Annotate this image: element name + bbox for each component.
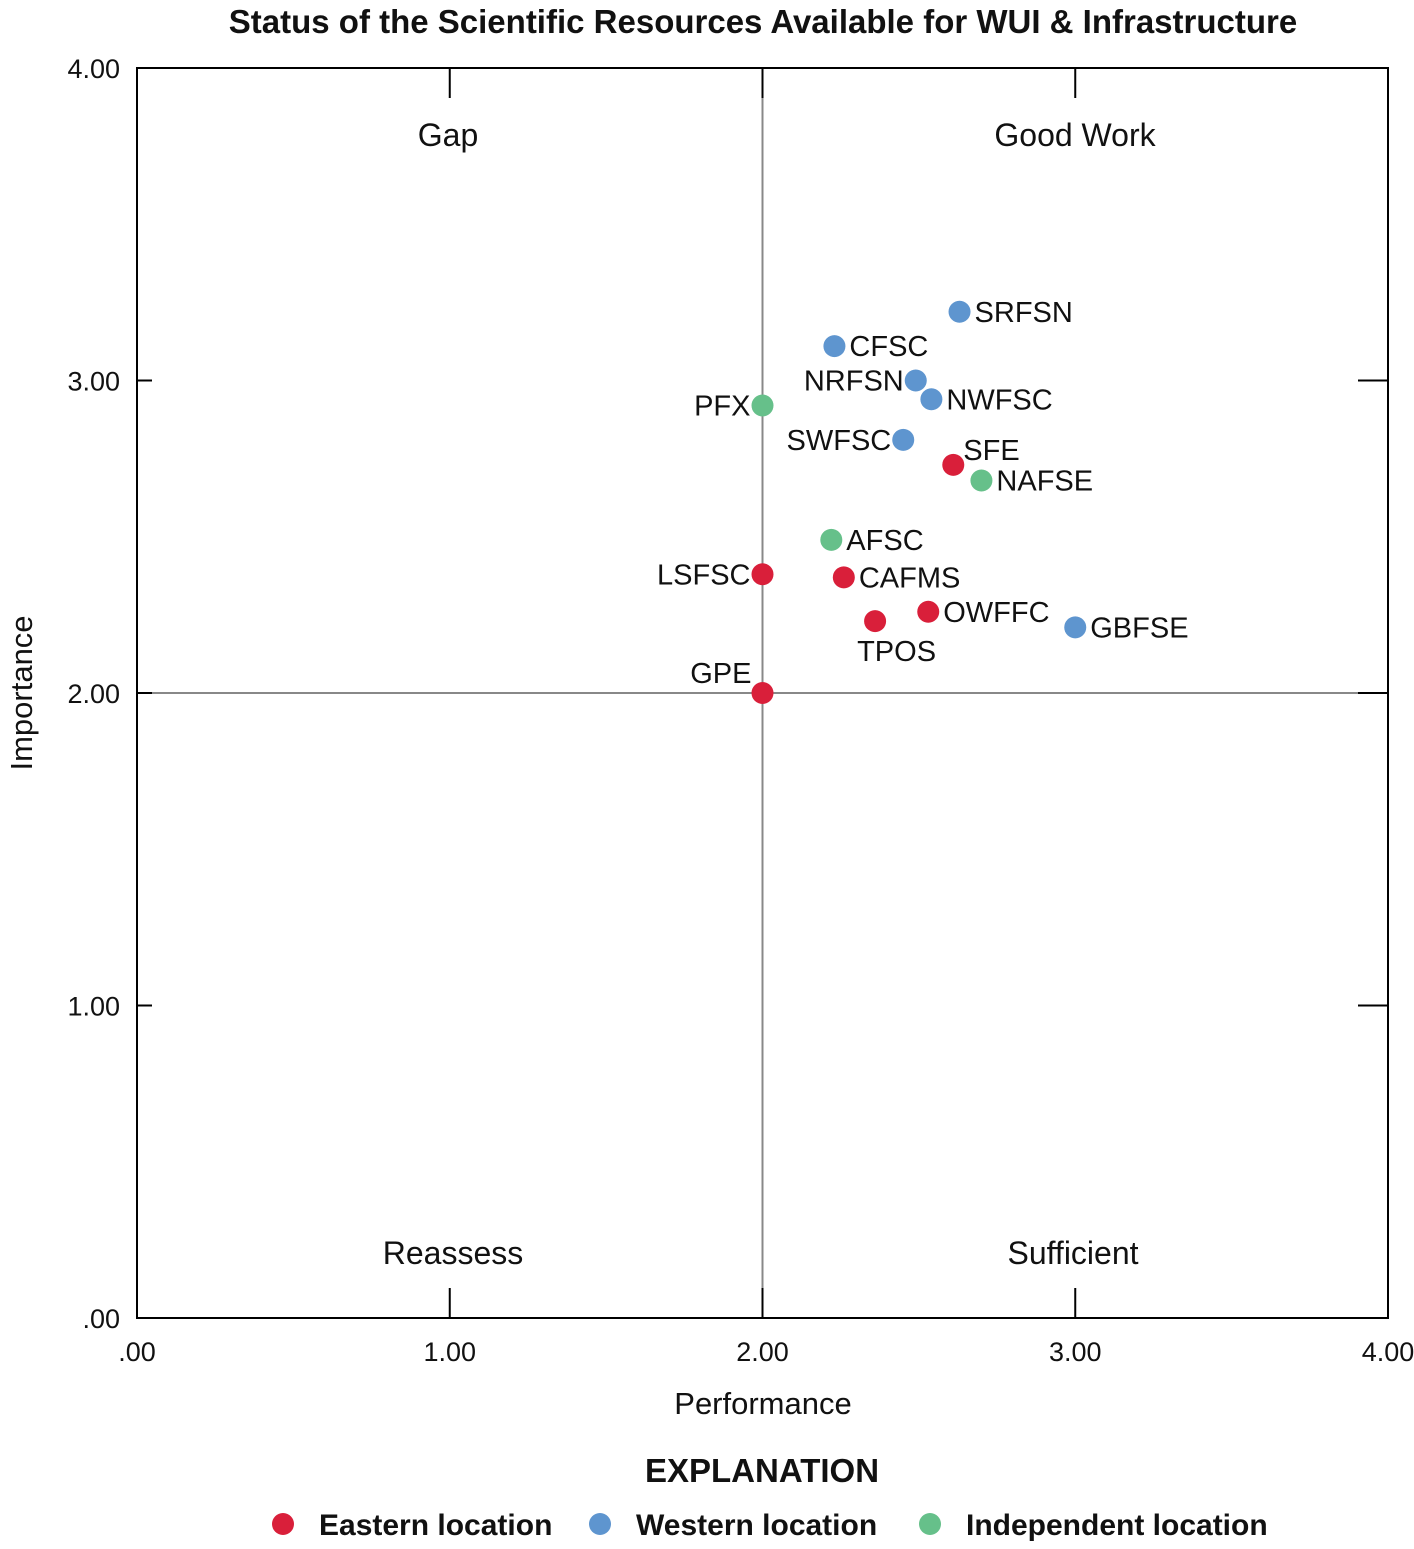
data-point-pfx	[751, 394, 774, 417]
data-label-srfsn: SRFSN	[975, 297, 1073, 329]
x-tick-label: 4.00	[1362, 1337, 1414, 1367]
quadrant-label-good-work: Good Work	[994, 117, 1156, 153]
y-axis-label: Importance	[4, 615, 39, 770]
data-point-gpe	[751, 682, 774, 704]
data-point-tpos	[864, 610, 887, 633]
data-label-afsc: AFSC	[846, 525, 923, 557]
x-tick-label: 3.00	[1049, 1337, 1102, 1367]
x-axis-label: Performance	[674, 1386, 851, 1421]
data-point-cfsc	[823, 335, 846, 358]
y-tick-label: 3.00	[67, 367, 120, 397]
data-point-gbfse	[1064, 616, 1087, 639]
data-label-cafms: CAFMS	[859, 562, 961, 594]
legend-marker	[272, 1513, 294, 1535]
data-point-lsfsc	[751, 563, 774, 586]
legend-marker	[589, 1513, 611, 1535]
data-label-gpe: GPE	[690, 658, 751, 690]
data-point-srfsn	[948, 300, 971, 323]
data-point-owffc	[917, 600, 940, 623]
data-point-afsc	[820, 528, 843, 551]
data-label-lsfsc: LSFSC	[657, 559, 750, 591]
quadrant-label-gap: Gap	[418, 117, 478, 153]
quadrant-label-reassess: Reassess	[383, 1235, 524, 1271]
x-tick-label: 2.00	[736, 1337, 789, 1367]
y-tick-label: 4.00	[67, 54, 120, 84]
data-label-swfsc: SWFSC	[787, 425, 892, 457]
y-tick-label: 2.00	[67, 679, 120, 709]
data-point-sfe	[942, 453, 965, 476]
legend-label: Independent location	[966, 1509, 1268, 1542]
data-point-nwfsc	[920, 388, 943, 411]
data-label-pfx: PFX	[694, 391, 750, 423]
data-point-nrfsn	[904, 369, 927, 392]
chart-title: Status of the Scientific Resources Avail…	[229, 3, 1297, 40]
data-point-nafse	[970, 469, 993, 492]
x-tick-label: 1.00	[423, 1337, 476, 1367]
y-tick-label: 1.00	[67, 992, 120, 1022]
legend-marker	[919, 1513, 941, 1535]
data-label-nrfsn: NRFSN	[804, 366, 904, 398]
x-tick-label: .00	[118, 1337, 156, 1367]
data-label-owffc: OWFFC	[943, 597, 1049, 629]
quadrant-label-sufficient: Sufficient	[1007, 1235, 1138, 1271]
legend-label: Western location	[636, 1509, 877, 1542]
data-point-swfsc	[892, 428, 915, 451]
legend-title: EXPLANATION	[645, 1452, 879, 1489]
data-label-nwfsc: NWFSC	[946, 384, 1052, 416]
data-label-tpos: TPOS	[857, 636, 936, 668]
y-tick-label: .00	[82, 1304, 120, 1334]
data-label-nafse: NAFSE	[996, 466, 1093, 498]
data-point-cafms	[832, 566, 855, 589]
legend-label: Eastern location	[319, 1509, 552, 1542]
data-label-sfe: SFE	[963, 435, 1019, 467]
data-label-cfsc: CFSC	[849, 331, 928, 363]
legend: Eastern location Western location Independ…	[272, 1509, 1268, 1542]
data-label-gbfse: GBFSE	[1090, 612, 1188, 644]
